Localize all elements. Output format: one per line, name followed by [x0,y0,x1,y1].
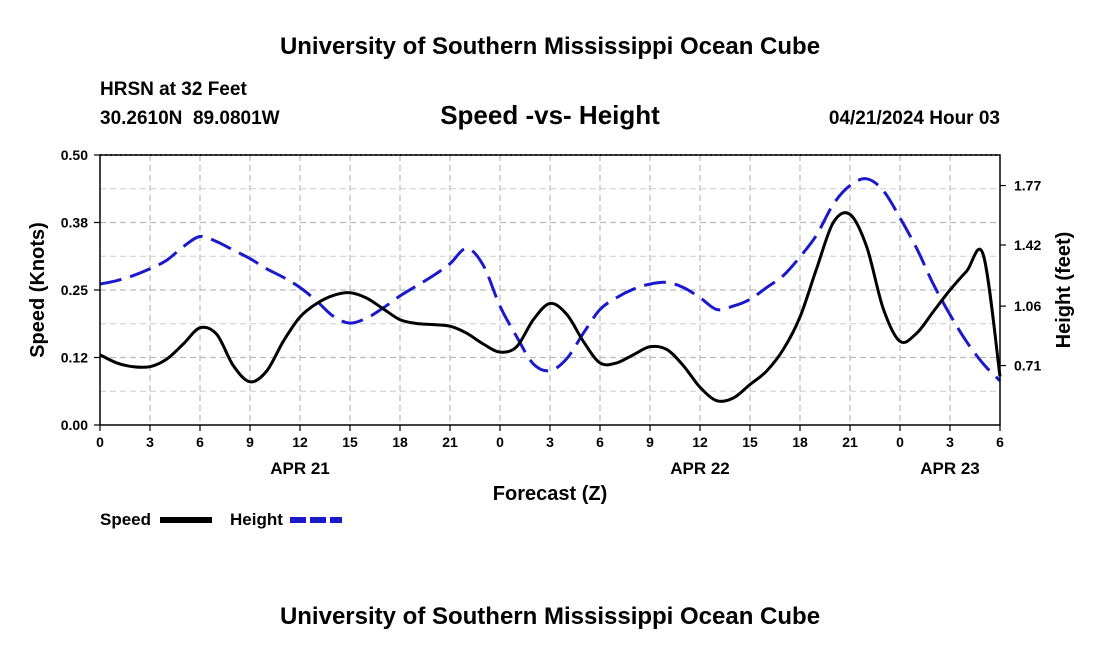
series-line-height [99,177,1002,382]
x-tick-label: 9 [246,434,254,450]
y-left-tick-label: 0.00 [61,417,88,433]
x-tick-label: 3 [146,434,154,450]
x-tick-label: 3 [546,434,554,450]
x-tick-label: 6 [996,434,1004,450]
y-left-tick-label: 0.25 [61,282,88,298]
x-tick-label: 6 [596,434,604,450]
x-tick-label: 0 [96,434,104,450]
x-tick-label: 0 [496,434,504,450]
x-tick-label: 0 [896,434,904,450]
y-left-tick-label: 0.38 [61,215,88,231]
date-label: APR 21 [270,459,330,478]
x-tick-label: 3 [946,434,954,450]
y-axis-right-label: Height (feet) [1053,232,1075,349]
legend-label-height: Height [230,510,283,529]
x-axis-label: Forecast (Z) [493,483,607,505]
x-tick-label: 12 [692,434,708,450]
legend: Speed Height [100,510,342,529]
x-tick-label: 21 [442,434,458,450]
date-label: APR 23 [920,459,980,478]
station-label: HRSN at 32 Feet [100,79,247,100]
x-tick-label: 9 [646,434,654,450]
y-right-tick-label: 0.71 [1014,358,1041,374]
y-right-tick-label: 1.77 [1014,178,1041,194]
series-line-speed [99,211,1002,403]
y-left-tick-label: 0.12 [61,350,88,366]
coordinates-label: 30.2610N 89.0801W [100,108,280,129]
series-layer [99,177,1002,403]
x-tick-label: 18 [792,434,808,450]
axes-layer: 0 3 6 9 12 15 18 21 0 3 6 9 12 15 18 21 0 3 6 0.00 0.12 0.25 0… [61,147,1042,478]
y-right-tick-label: 1.06 [1014,298,1041,314]
chart-subtitle: Speed -vs- Height [440,100,660,130]
x-tick-label: 18 [392,434,408,450]
x-tick-label: 21 [842,434,858,450]
x-tick-label: 15 [742,434,758,450]
date-label: APR 22 [670,459,730,478]
x-tick-label: 12 [292,434,308,450]
legend-label-speed: Speed [100,510,151,529]
x-tick-label: 6 [196,434,204,450]
y-axis-left-label: Speed (Knots) [27,222,49,358]
date-label: 04/21/2024 Hour 03 [829,108,1000,129]
footer-title: University of Southern Mississippi Ocean… [280,603,820,630]
x-tick-label: 15 [342,434,358,450]
chart-title: University of Southern Mississippi Ocean… [280,33,820,60]
grid-lines [100,155,1000,425]
y-left-tick-label: 0.50 [61,147,88,163]
y-right-tick-label: 1.42 [1014,237,1041,253]
